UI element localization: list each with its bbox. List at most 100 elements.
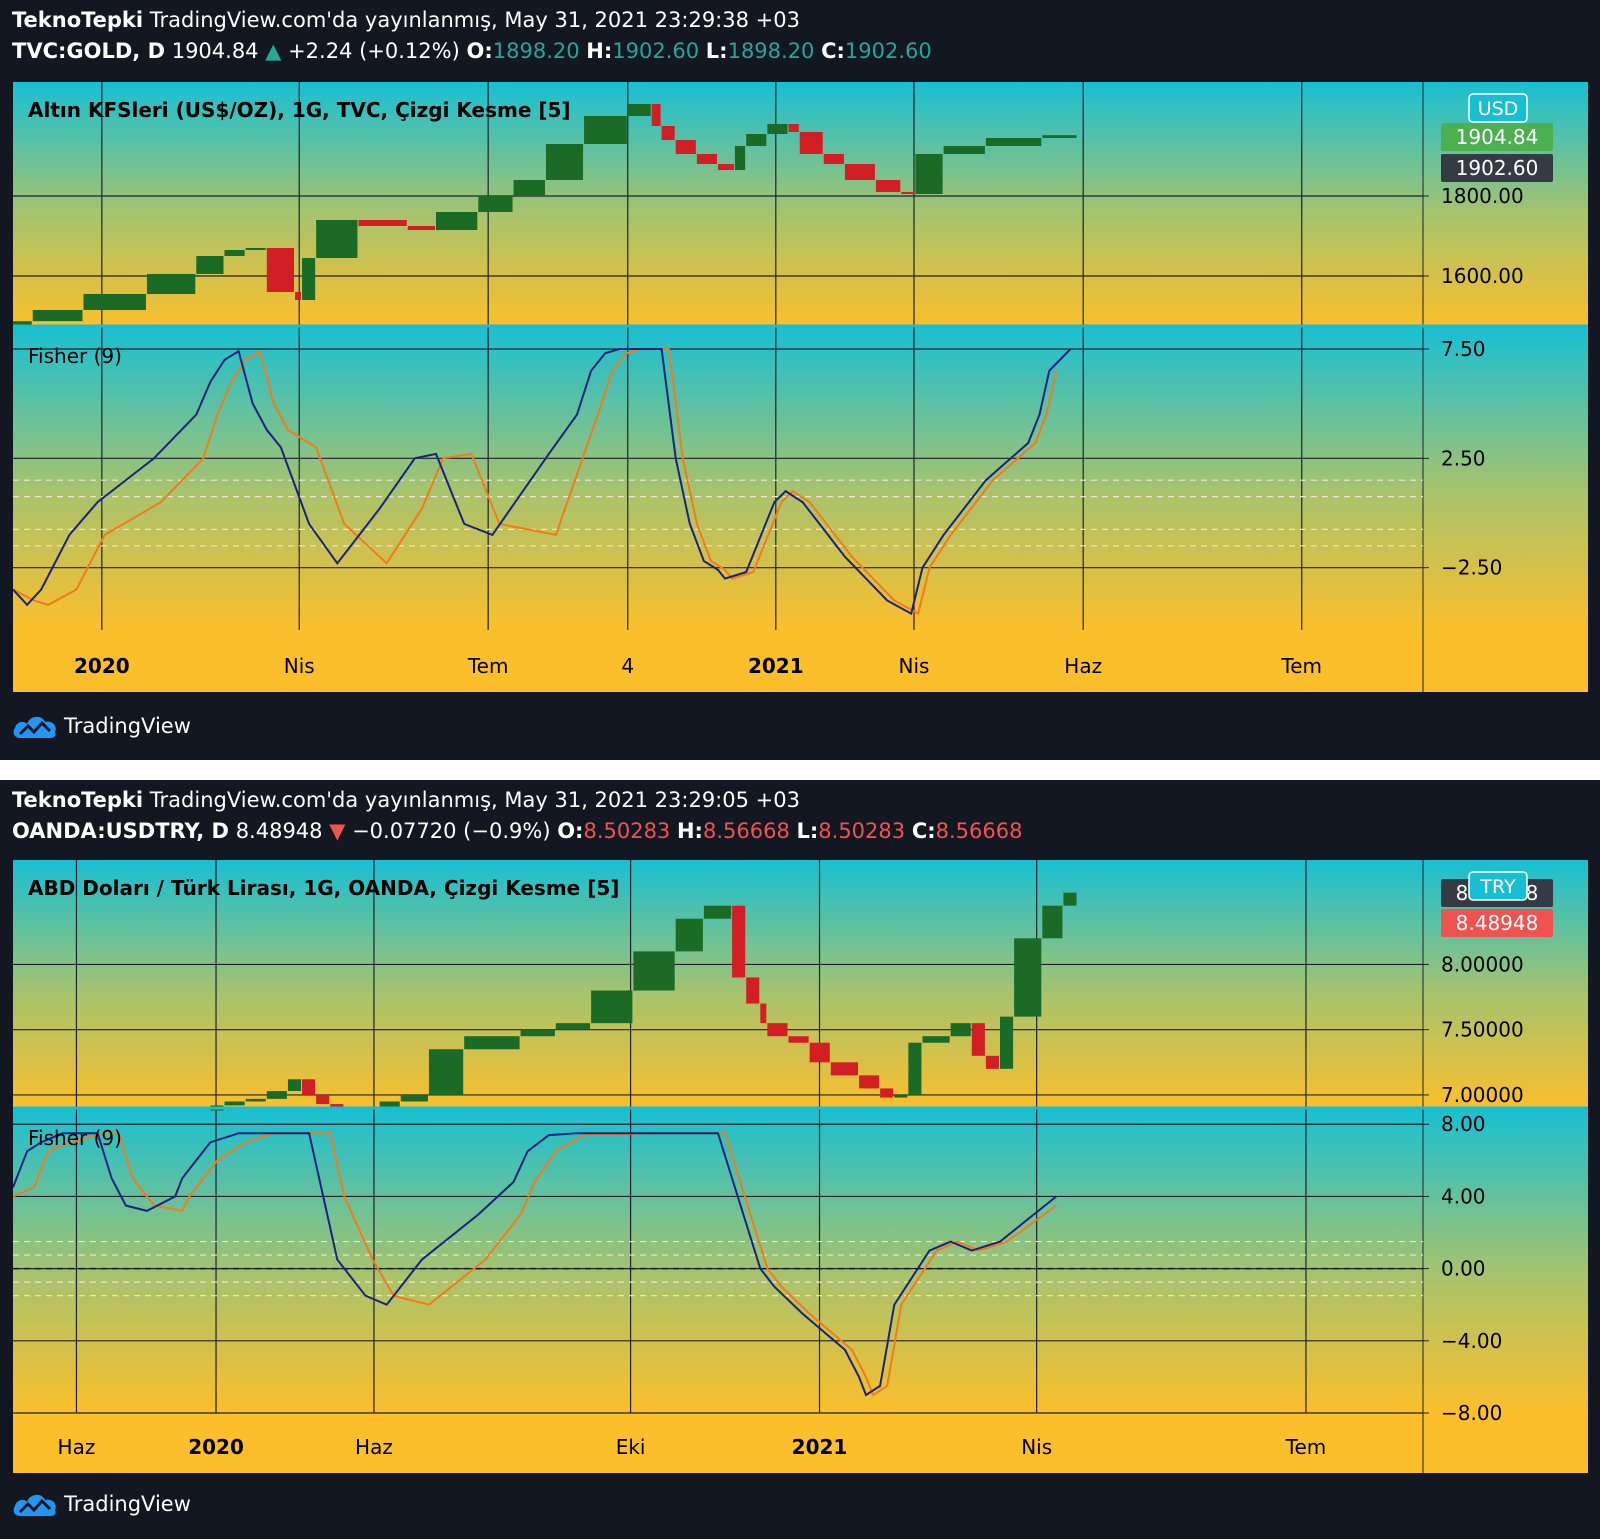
line-break-brick-down <box>330 1104 344 1108</box>
line-break-brick-up <box>746 134 767 146</box>
symbol-label[interactable]: OANDA:USDTRY, D <box>12 819 229 843</box>
line-break-brick-up <box>379 1101 400 1108</box>
high-label: H: <box>676 819 703 843</box>
price-pane-title: ABD Doları / Türk Lirası, 1G, OANDA, Çiz… <box>28 876 619 900</box>
low-label: L: <box>796 819 819 843</box>
fisher-pane-title: Fisher (9) <box>28 344 122 368</box>
price-change: −0.07720 (−0.9%) <box>352 819 551 843</box>
line-break-brick-up <box>520 1029 555 1037</box>
price-pane-background <box>13 860 1588 1108</box>
line-break-brick-up <box>734 146 746 170</box>
low-value: 8.50283 <box>818 819 906 843</box>
symbol-label[interactable]: TVC:GOLD, D <box>12 39 166 63</box>
line-break-brick-up <box>13 321 32 325</box>
brand-name: TradingView <box>64 714 191 738</box>
chart-svg[interactable]: 7.00000 7.50000 8.00000 −8.00 −4.00 0.00 4.00 8… <box>13 860 1588 1473</box>
line-break-brick-up <box>400 1094 428 1102</box>
line-break-brick-down <box>788 1036 809 1043</box>
line-break-brick-down <box>767 1023 788 1037</box>
line-break-brick-up <box>675 918 703 952</box>
price-tick-label: 7.00000 <box>1441 1083 1524 1107</box>
line-break-brick-down <box>675 140 696 154</box>
usdtry-chart[interactable]: 7.00000 7.50000 8.00000 −8.00 −4.00 0.00 4.00 8… <box>13 860 1588 1473</box>
high-label: H: <box>586 39 613 63</box>
line-break-brick-down <box>651 104 661 126</box>
line-break-brick-down <box>316 1094 330 1105</box>
line-break-brick-down <box>875 180 901 192</box>
line-break-brick-down <box>696 154 717 164</box>
line-break-brick-down <box>407 226 435 230</box>
chart-svg[interactable]: 1600.00 1800.00 −2.50 2.50 7.50 2020 Nis Tem 4 20… <box>13 82 1588 692</box>
line-break-brick-down <box>971 1023 985 1056</box>
fisher-tick-label: 4.00 <box>1441 1184 1486 1208</box>
time-axis-label: 2020 <box>74 654 130 678</box>
high-value: 8.56668 <box>702 819 790 843</box>
tradingview-cloud-icon <box>13 716 56 738</box>
time-axis-label: 4 <box>621 654 634 678</box>
line-break-brick-down <box>985 1055 999 1069</box>
chart-header-line1: TeknoTepki TradingView.com'da yayınlanmı… <box>12 8 800 32</box>
last-price-tag-label: 1902.60 <box>1456 156 1539 180</box>
currency-badge[interactable] <box>1468 871 1528 901</box>
line-break-brick-up <box>302 258 316 300</box>
author-name[interactable]: TeknoTepki <box>12 8 144 32</box>
price-pane-title: Altın KFSleri (US$/OZ), 1G, TVC, Çizgi K… <box>28 98 571 122</box>
currency-badge-label: USD <box>1478 98 1519 120</box>
currency-badge-label: TRY <box>1479 876 1516 898</box>
line-break-brick-down <box>266 248 294 292</box>
fisher-tick-label: −4.00 <box>1441 1329 1502 1353</box>
fisher-tick-label: 8.00 <box>1441 1112 1486 1136</box>
line-break-brick-down <box>746 977 760 1004</box>
line-break-brick-down <box>788 124 799 132</box>
line-break-brick-down <box>718 164 734 170</box>
line-break-brick-up <box>555 1023 591 1030</box>
last-price: 8.48948 <box>235 819 323 843</box>
line-break-brick-up <box>316 220 358 258</box>
tradingview-brand[interactable]: TradingView <box>12 712 191 740</box>
line-break-brick-down <box>295 292 302 300</box>
close-label: C: <box>911 819 936 843</box>
line-break-brick-up <box>245 248 266 250</box>
line-break-brick-up <box>915 154 943 194</box>
line-break-brick-down <box>809 1042 830 1063</box>
time-axis-label: Haz <box>355 1435 393 1459</box>
chart-header-line2: TVC:GOLD, D 1904.84 ▲ +2.24 (+0.12%) O:1… <box>12 39 932 63</box>
last-price-tag-label: 8.48948 <box>1456 911 1539 935</box>
fisher-trigger-line <box>13 1132 1057 1397</box>
fisher-pane-background <box>13 1108 1588 1413</box>
last-price-tag <box>1441 123 1553 151</box>
line-break-brick-up <box>767 124 788 134</box>
line-break-brick-up <box>545 144 584 180</box>
low-value: 1898.20 <box>727 39 815 63</box>
price-tick-label: 8.00000 <box>1441 952 1524 976</box>
close-value: 8.56668 <box>935 819 1023 843</box>
line-break-brick-up <box>1014 938 1042 1017</box>
line-break-brick-down <box>859 1075 880 1089</box>
chart-header-line2: OANDA:USDTRY, D 8.48948 ▼ −0.07720 (−0.9… <box>12 819 1022 843</box>
tradingview-brand[interactable]: TradingView <box>12 1490 191 1518</box>
line-break-brick-up <box>146 274 196 294</box>
down-arrow-icon: ▼ <box>329 819 346 843</box>
price-tick-label: 7.50000 <box>1441 1018 1524 1042</box>
line-break-brick-down <box>302 1079 316 1095</box>
chart-header-line1: TeknoTepki TradingView.com'da yayınlanmı… <box>12 788 800 812</box>
line-break-brick-down <box>799 132 823 154</box>
line-break-brick-up <box>1000 1016 1014 1069</box>
last-price: 1904.84 <box>171 39 259 63</box>
fisher-tick-label: 7.50 <box>1441 337 1486 361</box>
currency-badge[interactable] <box>1468 93 1528 123</box>
price-tick-label: 1600.00 <box>1441 264 1524 288</box>
fisher-trigger-line <box>13 348 1058 616</box>
line-break-brick-up <box>224 250 245 256</box>
gold-chart[interactable]: 1600.00 1800.00 −2.50 2.50 7.50 2020 Nis Tem 4 20… <box>13 82 1588 692</box>
fisher-tick-label: 0.00 <box>1441 1257 1486 1281</box>
line-break-brick-up <box>908 1042 922 1095</box>
fisher-tick-label: 2.50 <box>1441 446 1486 470</box>
low-label: L: <box>705 39 728 63</box>
author-name[interactable]: TeknoTepki <box>12 788 144 812</box>
line-break-brick-down <box>760 1003 767 1024</box>
usdtry-chart-panel: TeknoTepki TradingView.com'da yayınlanmı… <box>0 780 1600 1539</box>
line-break-brick-down <box>844 164 875 180</box>
line-break-brick-up <box>985 138 1042 146</box>
last-price-tag <box>1441 909 1553 937</box>
